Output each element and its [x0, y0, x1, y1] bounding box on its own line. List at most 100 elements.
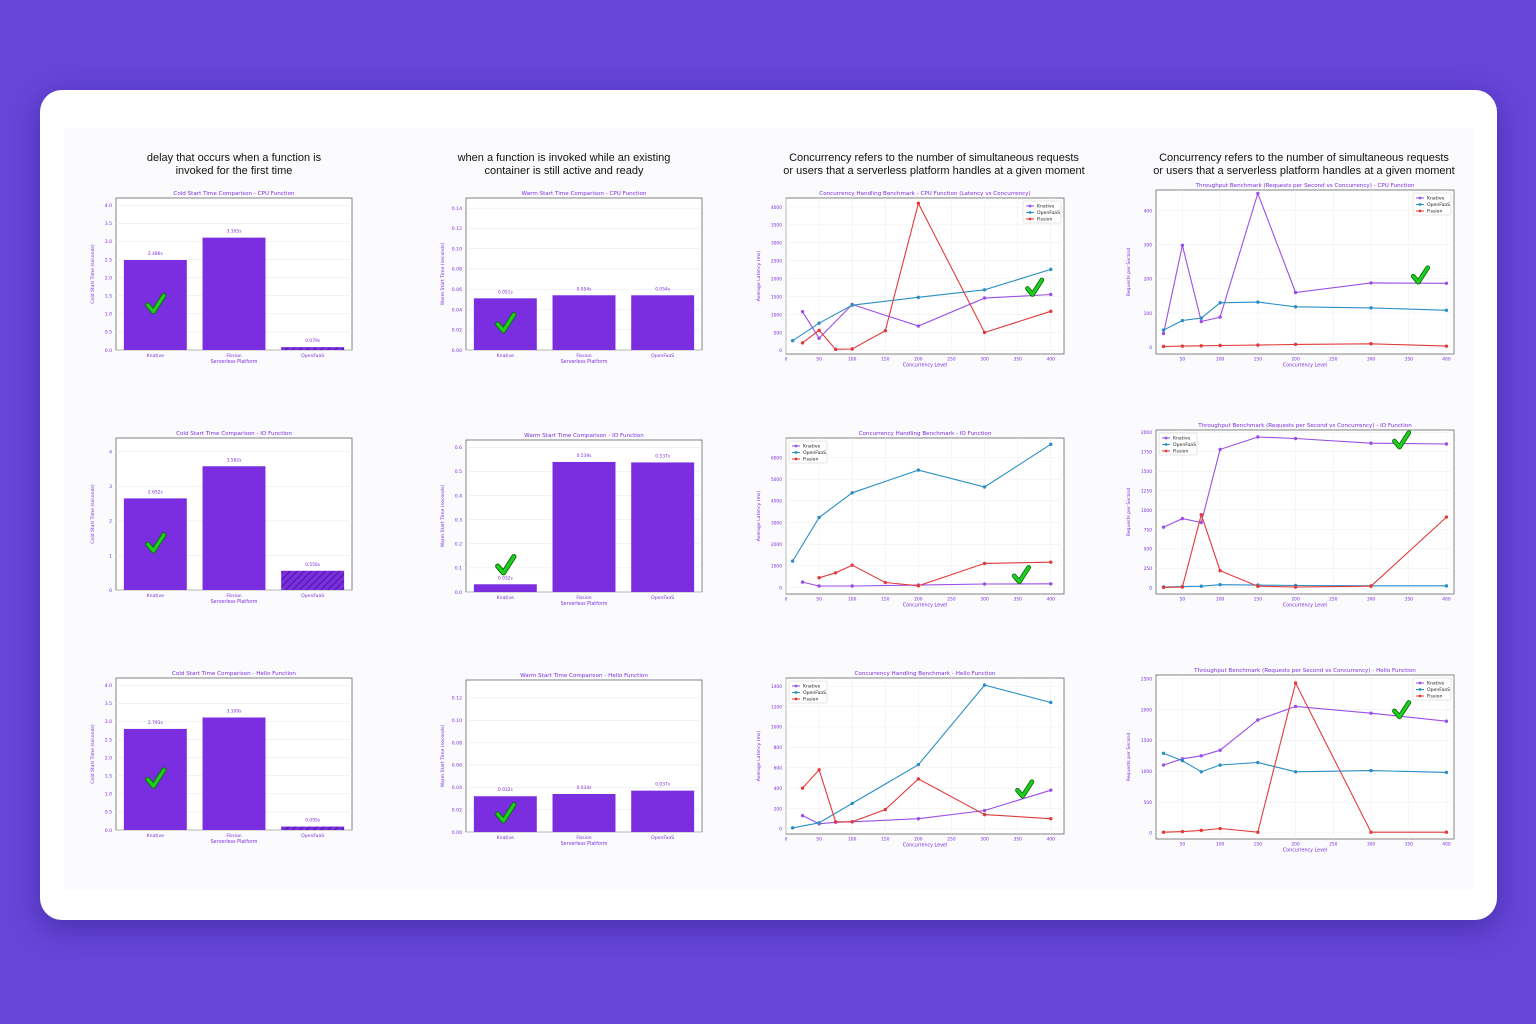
chart-throughput-cpu: Throughput Benchmark (Requests per Secon… [1126, 183, 1455, 369]
x-tick-label: Knative [147, 833, 165, 839]
x-axis-label: Concurrency Level [903, 843, 947, 849]
y-tick-label: 0.08 [452, 267, 462, 273]
data-point-knative [800, 580, 805, 584]
y-axis-label: Average Latency (ms) [756, 491, 762, 542]
data-point-knative [982, 296, 987, 300]
chart-title: Warm Start Time Comparison - IO Function [524, 433, 644, 439]
bar-value-label: 0.079s [305, 338, 321, 344]
chart-throughput-io: Throughput Benchmark (Requests per Secon… [1126, 423, 1455, 609]
x-tick-label: 400 [1047, 357, 1056, 363]
x-tick-label: Fission [576, 353, 591, 359]
series-line-openfaas [1163, 584, 1447, 588]
chart-cold-start-hello: Cold Start Time Comparison - Hello Funct… [90, 671, 353, 845]
data-point-knative [1369, 441, 1373, 445]
data-point-openfaas [1369, 768, 1373, 773]
bar-value-label: 0.095s [305, 818, 321, 824]
legend-marker [794, 691, 798, 694]
data-point-fission [833, 347, 838, 352]
series-line-fission [1163, 681, 1447, 833]
y-tick-label: 0.4 [455, 493, 462, 499]
y-tick-label: 0.6 [455, 445, 462, 451]
y-tick-label: 250 [1144, 566, 1153, 572]
bar [631, 462, 695, 592]
y-tick-label: 1.5 [105, 774, 112, 780]
y-tick-label: 3.0 [105, 239, 112, 245]
series-line-openfaas [792, 443, 1052, 562]
bar [281, 570, 345, 590]
chart-concurrency-io: Concurrency Handling Benchmark - IO Func… [756, 431, 1065, 609]
x-tick-label: Fission [226, 353, 241, 359]
data-point-openfaas [916, 468, 921, 472]
data-point-knative [1218, 447, 1222, 452]
x-tick-label: OpenFaaS [651, 353, 674, 359]
chart-concurrency-hello: Concurrency Handling Benchmark - Hello F… [756, 671, 1065, 849]
series-line-knative [802, 581, 1051, 587]
data-point-knative [1199, 754, 1203, 758]
check-mark-stroke [1016, 780, 1034, 798]
dashboard-card: delay that occurs when a function is inv… [40, 90, 1497, 920]
y-tick-label: 2000 [771, 542, 782, 548]
chart-title: Throughput Benchmark (Requests per Secon… [1193, 668, 1416, 674]
legend-marker [794, 457, 798, 461]
y-axis-label: Requests per Second [1126, 488, 1132, 537]
data-point-fission [1293, 585, 1298, 589]
x-tick-label: 150 [881, 837, 890, 843]
data-point-openfaas [1161, 328, 1166, 332]
data-point-openfaas [790, 826, 795, 830]
y-tick-label: 0.10 [452, 718, 462, 724]
chart-title: Cold Start Time Comparison - Hello Funct… [172, 671, 296, 677]
check-mark-stroke [496, 555, 516, 575]
data-point-fission [1161, 585, 1166, 590]
data-point-knative [1180, 243, 1185, 248]
y-tick-label: 400 [1144, 208, 1153, 214]
data-point-fission [982, 812, 987, 817]
check-mark-icon [1015, 779, 1035, 799]
chart-title: Throughput Benchmark (Requests per Secon… [1195, 183, 1415, 189]
x-tick-label: 350 [1405, 842, 1414, 848]
x-axis-label: Serverless Platform [211, 599, 258, 605]
legend-marker [794, 697, 798, 701]
data-point-openfaas [1049, 442, 1053, 446]
legend-label: OpenFaaS [1427, 202, 1450, 208]
series-line-fission [802, 768, 1051, 823]
x-tick-label: Fission [576, 595, 591, 601]
legend-label: Knative [803, 684, 821, 690]
x-tick-label: 50 [816, 357, 822, 363]
y-tick-label: 0.3 [455, 517, 462, 523]
y-tick-label: 0 [1149, 586, 1152, 592]
data-point-fission [883, 580, 887, 585]
data-point-knative [982, 582, 987, 586]
check-mark-icon [495, 312, 517, 334]
data-point-knative [1049, 292, 1053, 297]
data-point-knative [1256, 718, 1260, 722]
y-tick-label: 0.5 [105, 330, 112, 336]
x-tick-label: OpenFaaS [301, 593, 324, 599]
data-point-fission [1199, 513, 1203, 517]
bar [202, 237, 266, 350]
data-point-knative [1049, 582, 1053, 586]
x-axis-label: Serverless Platform [561, 601, 608, 607]
plot-area [785, 197, 1065, 355]
y-tick-label: 2500 [1141, 676, 1152, 682]
data-point-fission [1199, 828, 1203, 833]
bar-value-label: 0.032s [498, 575, 514, 581]
chart-warm-start-io: Warm Start Time Comparison - IO Function… [440, 433, 703, 607]
x-tick-label: 200 [914, 837, 923, 843]
data-point-knative [1199, 319, 1203, 324]
y-axis-label: Cold Start Time (seconds) [90, 244, 96, 304]
legend-label: Fission [1427, 209, 1442, 215]
y-tick-label: 750 [1144, 527, 1153, 533]
y-tick-label: 0 [779, 585, 782, 591]
y-tick-label: 2500 [771, 259, 782, 265]
data-point-fission [850, 347, 854, 351]
check-mark-icon [1392, 700, 1412, 720]
chart-title: Cold Start Time Comparison - CPU Functio… [173, 191, 295, 197]
bar [473, 584, 537, 592]
bar-value-label: 3.109s [227, 708, 243, 714]
figure-grid: delay that occurs when a function is inv… [64, 128, 1473, 890]
data-point-openfaas [1293, 770, 1298, 774]
check-mark-icon [145, 292, 167, 315]
data-point-fission [1161, 344, 1166, 349]
